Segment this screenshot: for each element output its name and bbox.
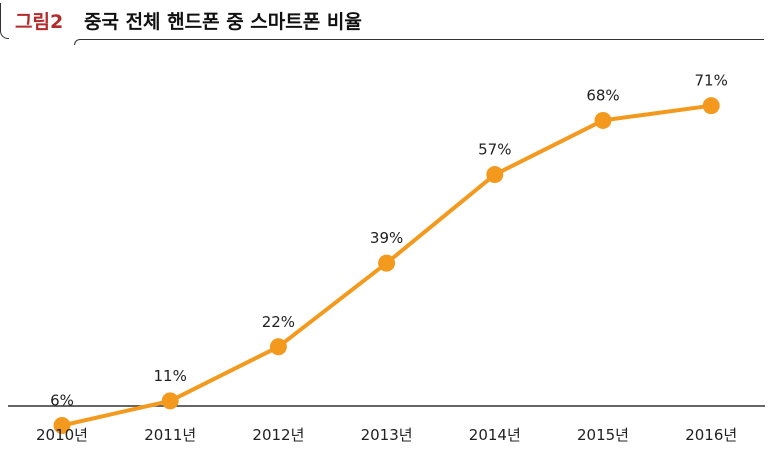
- data-label: 22%: [262, 313, 295, 331]
- data-point: [702, 97, 720, 115]
- data-label: 6%: [50, 391, 74, 409]
- data-label: 57%: [478, 141, 511, 159]
- data-label: 11%: [154, 367, 187, 385]
- chart-header: 그림2 중국 전체 핸드폰 중 스마트폰 비율: [0, 0, 773, 46]
- figure-label: 그림2: [15, 11, 64, 33]
- data-labels: 6% 11% 22% 39% 57% 68% 71%: [50, 72, 728, 410]
- figure-label-bracket: [0, 3, 9, 39]
- data-point: [53, 416, 71, 434]
- data-point: [486, 166, 504, 184]
- x-tick-label: 2010년: [36, 426, 88, 444]
- chart-title: 중국 전체 핸드폰 중 스마트폰 비율: [84, 11, 362, 33]
- data-label: 68%: [586, 86, 619, 104]
- data-point: [161, 392, 179, 410]
- x-tick-label: 2012년: [252, 426, 304, 444]
- x-tick-label: 2011년: [144, 426, 196, 444]
- data-label: 39%: [370, 229, 403, 247]
- data-point: [269, 338, 287, 356]
- data-label: 71%: [695, 72, 728, 90]
- x-tick-label: 2016년: [685, 426, 737, 444]
- header-rule: [74, 39, 764, 45]
- x-tick-label: 2013년: [361, 426, 413, 444]
- x-tick-label: 2014년: [469, 426, 521, 444]
- data-points: [53, 97, 720, 434]
- data-point: [378, 254, 396, 272]
- data-point: [594, 111, 612, 129]
- x-tick-labels: 2010년 2011년 2012년 2013년 2014년 2015년 2016년: [36, 426, 737, 444]
- x-tick-label: 2015년: [577, 426, 629, 444]
